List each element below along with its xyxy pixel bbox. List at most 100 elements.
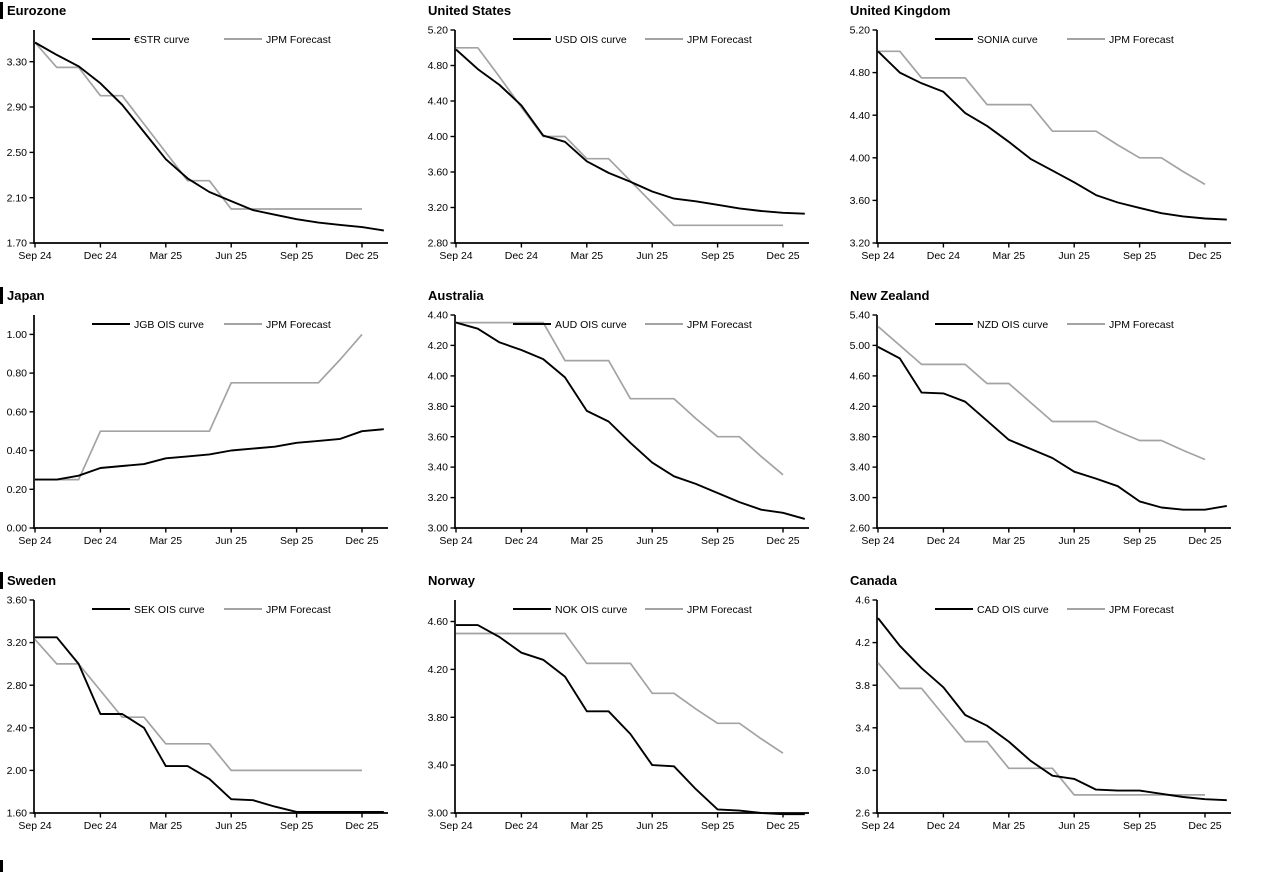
y-tick-label: 3.4 — [855, 722, 870, 734]
chart-new-zealand: New Zealand 2.60 3.00 3.40 3.80 4.20 4.60 5.00… — [843, 285, 1264, 570]
x-tick-label: Dec 25 — [1188, 250, 1221, 262]
legend-label: JPM Forecast — [266, 604, 331, 616]
x-tick-label: Sep 24 — [439, 820, 472, 832]
y-tick-label: 0.60 — [7, 406, 28, 418]
x-tick-label: Sep 24 — [861, 535, 894, 547]
y-tick-label: 4.20 — [850, 401, 871, 413]
y-tick-label: 3.00 — [428, 523, 449, 535]
x-tick-label: Mar 25 — [570, 535, 603, 547]
legend-label: USD OIS curve — [555, 34, 627, 46]
y-tick-label: 4.00 — [428, 371, 449, 383]
x-tick-label: Sep 24 — [18, 250, 51, 262]
x-tick-label: Jun 25 — [1058, 535, 1090, 547]
legend-label: SONIA curve — [977, 34, 1038, 46]
y-tick-label: 3.20 — [428, 492, 449, 504]
forecast-line — [877, 662, 1205, 796]
y-tick-label: 4.60 — [850, 371, 871, 383]
y-tick-label: 3.00 — [850, 492, 871, 504]
y-tick-label: 3.40 — [428, 462, 449, 474]
chart-title: United Kingdom — [850, 3, 951, 18]
chart-sweden: Sweden 1.60 2.00 2.40 2.80 3.20 3.60 Sep 24 Dec… — [0, 570, 421, 855]
forecast-line — [35, 333, 363, 481]
y-tick-label: 2.50 — [7, 147, 28, 159]
section-marker — [0, 2, 3, 19]
x-tick-label: Sep 24 — [18, 535, 51, 547]
x-tick-label: Sep 25 — [701, 820, 734, 832]
chart-japan: Japan 0.00 0.20 0.40 0.60 0.80 1.00 Sep 24 Dec … — [0, 285, 421, 570]
y-tick-label: 4.00 — [428, 131, 449, 143]
legend-label: JPM Forecast — [1109, 604, 1174, 616]
y-tick-label: 5.20 — [428, 25, 449, 37]
x-tick-label: Sep 24 — [861, 820, 894, 832]
legend-label: JGB OIS curve — [134, 319, 204, 331]
x-tick-label: Sep 25 — [280, 535, 313, 547]
x-tick-label: Jun 25 — [1058, 250, 1090, 262]
y-tick-label: 3.0 — [855, 765, 870, 777]
section-marker — [0, 860, 3, 872]
y-tick-label: 5.20 — [850, 25, 871, 37]
y-tick-label: 3.20 — [7, 637, 28, 649]
y-tick-label: 2.80 — [7, 680, 28, 692]
y-tick-label: 3.30 — [7, 56, 28, 68]
ois-curve-line — [35, 636, 384, 813]
y-tick-label: 4.40 — [850, 110, 871, 122]
chart-united-states: United States 2.80 3.20 3.60 4.00 4.40 4.80 5.… — [421, 0, 843, 285]
ois-curve-line — [35, 428, 384, 481]
y-tick-label: 3.00 — [428, 808, 449, 820]
charts-grid: Eurozone 1.70 2.10 2.50 2.90 3.30 Sep 24 Dec 2… — [0, 0, 1264, 855]
x-tick-label: Jun 25 — [215, 250, 247, 262]
ois-curve-line — [877, 346, 1227, 511]
y-tick-label: 5.40 — [850, 310, 871, 322]
x-tick-label: Sep 25 — [701, 535, 734, 547]
x-tick-label: Dec 24 — [505, 535, 538, 547]
x-tick-label: Dec 24 — [84, 820, 117, 832]
x-tick-label: Sep 24 — [439, 250, 472, 262]
ois-curve-line — [455, 48, 805, 215]
y-tick-label: 0.80 — [7, 368, 28, 380]
y-tick-label: 2.90 — [7, 102, 28, 114]
norway-plot: 3.00 3.40 3.80 4.20 4.60 Sep 24 Dec 24 Mar 25 Ju… — [428, 600, 809, 832]
ois-curve-line — [877, 617, 1227, 802]
forecast-line — [877, 325, 1206, 461]
x-tick-label: Dec 25 — [345, 820, 378, 832]
chart-united-kingdom: United Kingdom 3.20 3.60 4.00 4.40 4.80 5.20 S… — [843, 0, 1264, 285]
x-tick-label: Dec 25 — [1188, 820, 1221, 832]
x-tick-label: Dec 24 — [505, 820, 538, 832]
x-tick-label: Dec 25 — [766, 535, 799, 547]
new-zealand-plot: 2.60 3.00 3.40 3.80 4.20 4.60 5.00 5.40 Sep 24 De… — [850, 310, 1231, 547]
y-tick-label: 4.80 — [428, 60, 449, 72]
chart-title: Eurozone — [7, 3, 67, 18]
forecast-line — [34, 41, 362, 210]
chart-australia: Australia 3.00 3.20 3.40 3.60 3.80 4.00 4.20 4.… — [421, 285, 843, 570]
chart-title: Norway — [428, 573, 475, 588]
y-tick-label: 1.00 — [7, 329, 28, 341]
x-tick-label: Sep 24 — [861, 250, 894, 262]
x-tick-label: Dec 24 — [927, 250, 960, 262]
x-tick-label: Mar 25 — [149, 820, 182, 832]
x-tick-label: Dec 25 — [766, 250, 799, 262]
y-tick-label: 2.40 — [7, 722, 28, 734]
y-tick-label: 3.60 — [428, 431, 449, 443]
y-tick-label: 4.40 — [428, 310, 449, 322]
x-tick-label: Dec 24 — [505, 250, 538, 262]
x-tick-label: Sep 24 — [18, 820, 51, 832]
chart-title: Japan — [7, 288, 45, 303]
australia-plot: 3.00 3.20 3.40 3.60 3.80 4.00 4.20 4.40 Sep 24 De… — [428, 310, 809, 547]
y-tick-label: 4.2 — [855, 637, 870, 649]
y-tick-label: 3.20 — [428, 202, 449, 214]
y-tick-label: 2.10 — [7, 192, 28, 204]
y-tick-label: 3.40 — [428, 760, 449, 772]
x-tick-label: Mar 25 — [992, 820, 1025, 832]
x-tick-label: Dec 24 — [84, 535, 117, 547]
united-states-plot: 2.80 3.20 3.60 4.00 4.40 4.80 5.20 Sep 24 Dec 24… — [428, 25, 809, 262]
forecast-line — [456, 321, 784, 476]
chart-title: Sweden — [7, 573, 57, 588]
y-tick-label: 4.40 — [428, 96, 449, 108]
legend-label: AUD OIS curve — [555, 319, 627, 331]
chart-canada: Canada 2.6 3.0 3.4 3.8 4.2 4.6 Sep 24 Dec 24 Mar… — [843, 570, 1264, 855]
y-tick-label: 1.60 — [7, 808, 28, 820]
chart-title: Canada — [850, 573, 897, 588]
y-tick-label: 0.00 — [7, 523, 28, 535]
canada-plot: 2.6 3.0 3.4 3.8 4.2 4.6 Sep 24 Dec 24 Mar 25 Jun … — [855, 595, 1231, 832]
x-tick-label: Sep 25 — [1123, 250, 1156, 262]
